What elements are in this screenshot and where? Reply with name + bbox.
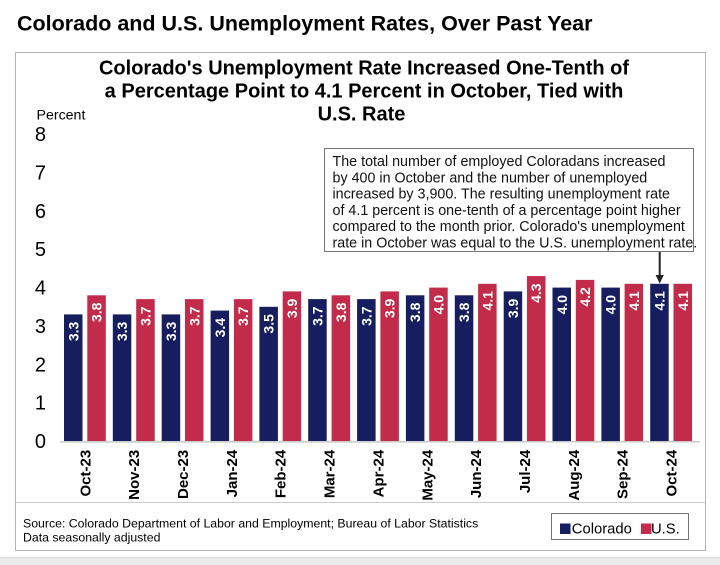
svg-text:4.1: 4.1 <box>479 291 495 311</box>
svg-text:Colorado's Unemployment Rate I: Colorado's Unemployment Rate Increased O… <box>99 58 629 80</box>
svg-text:Colorado and U.S. Unemployment: Colorado and U.S. Unemployment Rates, Ov… <box>17 12 593 36</box>
svg-text:3.7: 3.7 <box>186 306 202 326</box>
svg-text:4.2: 4.2 <box>577 287 593 307</box>
svg-text:3.7: 3.7 <box>310 306 326 326</box>
svg-text:The total number of employed C: The total number of employed Coloradans … <box>333 154 666 170</box>
svg-text:3.5: 3.5 <box>261 314 277 334</box>
svg-text:Jul-24: Jul-24 <box>517 449 534 493</box>
svg-text:3.7: 3.7 <box>235 306 251 326</box>
svg-text:6: 6 <box>35 201 46 223</box>
svg-text:Sep-24: Sep-24 <box>615 449 632 499</box>
svg-text:Jan-24: Jan-24 <box>224 449 241 497</box>
svg-text:by 400 in October and the numb: by 400 in October and the number of unem… <box>333 170 648 186</box>
svg-text:4.0: 4.0 <box>603 295 619 315</box>
svg-text:3.3: 3.3 <box>163 321 179 341</box>
svg-text:Nov-23: Nov-23 <box>126 450 143 500</box>
svg-text:Dec-23: Dec-23 <box>175 450 192 499</box>
svg-text:4.0: 4.0 <box>431 295 447 315</box>
svg-text:1: 1 <box>35 393 46 415</box>
svg-text:rate in October was equal to t: rate in October was equal to the U.S. un… <box>333 236 698 252</box>
svg-text:Percent: Percent <box>37 108 86 124</box>
svg-text:4: 4 <box>35 278 46 300</box>
svg-text:3.7: 3.7 <box>138 306 154 326</box>
svg-text:Oct-23: Oct-23 <box>77 450 94 497</box>
svg-text:Aug-24: Aug-24 <box>566 449 583 500</box>
svg-text:Mar-24: Mar-24 <box>322 449 339 498</box>
svg-text:May-24: May-24 <box>419 449 436 501</box>
svg-text:3.3: 3.3 <box>65 321 81 341</box>
svg-text:3.9: 3.9 <box>382 298 398 318</box>
svg-text:Jun-24: Jun-24 <box>468 449 485 498</box>
svg-text:4.0: 4.0 <box>554 295 570 315</box>
svg-text:U.S.: U.S. <box>651 522 680 538</box>
svg-text:3.4: 3.4 <box>212 318 228 338</box>
svg-text:8: 8 <box>35 124 46 146</box>
svg-text:7: 7 <box>35 163 46 185</box>
svg-text:4.1: 4.1 <box>626 291 642 311</box>
svg-text:3.8: 3.8 <box>407 302 423 322</box>
svg-text:3.7: 3.7 <box>358 306 374 326</box>
svg-text:U.S. Rate: U.S. Rate <box>318 104 406 126</box>
svg-text:2: 2 <box>35 354 46 376</box>
svg-text:3.8: 3.8 <box>456 302 472 322</box>
svg-text:Colorado: Colorado <box>572 522 632 538</box>
svg-text:Apr-24: Apr-24 <box>370 449 387 497</box>
svg-text:a Percentage Point to 4.1 Perc: a Percentage Point to 4.1 Percent in Oct… <box>105 81 624 103</box>
svg-text:Feb-24: Feb-24 <box>273 449 290 498</box>
svg-text:3.8: 3.8 <box>333 302 349 322</box>
svg-text:3.9: 3.9 <box>505 298 521 318</box>
svg-text:compared to the month prior.: compared to the month prior. Colorado's … <box>333 219 685 235</box>
svg-text:4.1: 4.1 <box>652 291 668 311</box>
svg-text:0: 0 <box>35 431 46 453</box>
svg-text:Oct-24: Oct-24 <box>664 449 681 496</box>
svg-text:increased by 3,900. The resul: increased by 3,900. The resulting unempl… <box>333 187 671 203</box>
svg-text:3.9: 3.9 <box>284 298 300 318</box>
svg-text:3.3: 3.3 <box>114 321 130 341</box>
svg-text:4.3: 4.3 <box>528 283 544 303</box>
svg-text:Source: Colorado Department of: Source: Colorado Department of Labor and… <box>23 517 478 531</box>
svg-text:of 4.1 percent is one-tenth of: of 4.1 percent is one-tenth of a percent… <box>333 203 681 219</box>
svg-text:4.1: 4.1 <box>675 291 691 311</box>
svg-text:3: 3 <box>35 316 46 338</box>
svg-text:5: 5 <box>35 239 46 261</box>
svg-text:Data seasonally adjusted: Data seasonally adjusted <box>23 531 161 545</box>
svg-text:3.8: 3.8 <box>89 302 105 322</box>
